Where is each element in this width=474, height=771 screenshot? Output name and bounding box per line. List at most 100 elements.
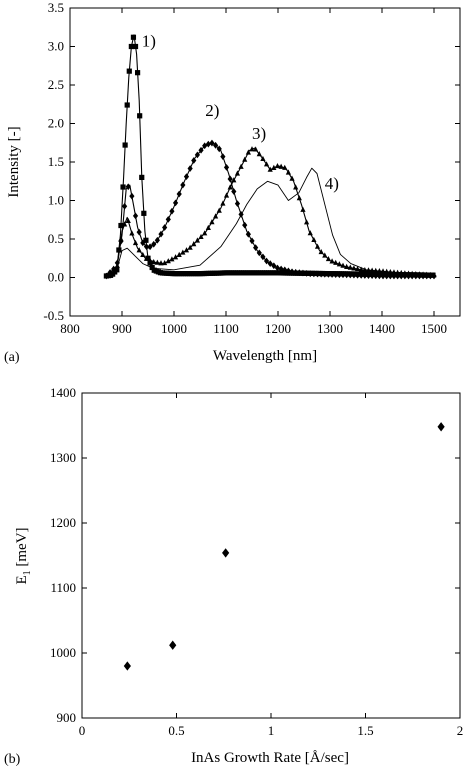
panel-b-y-axis-subscript: 1 <box>22 570 33 575</box>
series-2-marker <box>278 265 284 273</box>
series-1-marker <box>135 70 141 76</box>
series-3-marker <box>238 163 244 169</box>
panel-a-x-tick-label: 1400 <box>369 321 395 336</box>
series-2-marker <box>242 221 248 229</box>
series-3-marker <box>405 270 412 276</box>
panel-b-x-tick-label: 1.5 <box>357 723 373 738</box>
series-2-marker <box>143 243 150 251</box>
series-3-marker <box>274 162 281 169</box>
series-2-marker <box>132 212 139 220</box>
series-2-marker <box>122 202 128 210</box>
series-2-marker <box>183 173 190 181</box>
series-2-marker <box>380 272 386 280</box>
panel-b-x-tick-label: 0 <box>79 723 86 738</box>
series-2-marker <box>344 271 350 279</box>
panel-a-x-tick-label: 1300 <box>317 321 343 336</box>
series-2-marker <box>180 181 186 189</box>
panel-b-y-tick-label: 1000 <box>50 645 76 660</box>
series-2-marker <box>198 146 204 154</box>
series-3-marker <box>333 259 339 265</box>
series-2-marker <box>282 266 288 274</box>
series-3-marker <box>409 270 415 276</box>
panel-a-spectra-chart: 800 900 1000 1100 1200 1300 1400 1500 -0.5 0.0 0.5… <box>4 0 461 365</box>
series-2-marker <box>165 215 171 223</box>
series-3-marker <box>220 200 226 206</box>
series-3-marker <box>391 269 397 275</box>
panel-b-x-axis-title: InAs Growth Rate [Å/sec] <box>191 750 349 766</box>
series-1-label: 1) <box>142 32 156 51</box>
panel-a-y-tick-label: 0.0 <box>48 270 64 285</box>
series-3-marker <box>147 257 153 263</box>
series-3-marker <box>158 260 164 266</box>
series-3-marker <box>358 266 364 272</box>
series-3-marker <box>213 213 219 219</box>
series-2-marker <box>329 271 335 278</box>
series-3-marker <box>384 268 390 274</box>
series-2-marker <box>365 272 372 279</box>
series-3-marker <box>183 247 190 253</box>
series-2-marker <box>151 240 157 248</box>
series-3-marker <box>191 241 197 247</box>
panel-b-y-tick-label: 1400 <box>50 385 76 400</box>
series-2-marker <box>169 207 175 215</box>
series-2-marker <box>395 272 401 280</box>
series-3-marker <box>180 249 186 255</box>
series-1-marker <box>130 34 137 40</box>
panel-a-y-tick-label: 2.5 <box>48 77 64 92</box>
series-2-marker <box>300 269 306 277</box>
series-2-marker <box>154 236 160 244</box>
series-1-marker <box>145 255 151 261</box>
series-2-marker <box>274 264 281 272</box>
series-3-marker <box>278 163 284 169</box>
series-3-marker <box>304 219 310 225</box>
series-3-marker <box>209 219 215 225</box>
panel-a-x-tick-label: 1500 <box>421 321 447 336</box>
panel-a-curve-labels: 1) 2) 3) 4) <box>142 32 339 193</box>
series-1-marker <box>147 260 153 266</box>
series-3-marker <box>322 252 328 258</box>
series-1-marker <box>116 247 122 253</box>
series-2-marker <box>194 151 200 159</box>
series-3-marker <box>176 251 182 257</box>
panel-b-y-axis-units: [meV] <box>14 527 30 570</box>
panel-a-y-tick-label: 1.0 <box>48 193 64 208</box>
series-2-marker <box>253 244 259 252</box>
data-point <box>437 422 445 432</box>
series-2-marker <box>216 145 222 153</box>
series-2-marker <box>260 253 266 261</box>
panel-b-y-axis-symbol: E <box>14 575 30 584</box>
series-2-marker <box>347 271 353 279</box>
series-3-marker <box>231 177 237 183</box>
series-3-marker <box>187 244 193 250</box>
series-3-marker <box>169 256 175 262</box>
series-2-marker <box>213 141 219 149</box>
series-3-marker <box>347 264 353 270</box>
series-3-marker <box>325 255 332 262</box>
series-2-marker <box>358 271 364 279</box>
series-1-marker <box>128 43 134 50</box>
series-2-marker <box>245 230 251 238</box>
series-2-marker <box>187 165 193 172</box>
series-2-marker <box>289 268 295 276</box>
series-2-marker <box>191 157 197 164</box>
series-1-marker <box>124 102 130 108</box>
series-3-marker <box>256 151 262 157</box>
series-3-marker <box>140 251 146 257</box>
series-2-line <box>106 142 434 277</box>
series-2-marker <box>249 237 255 245</box>
series-3-marker <box>227 184 233 190</box>
series-2-marker <box>223 164 230 171</box>
series-3-marker <box>103 272 109 279</box>
panel-a-y-tick-label: -0.5 <box>43 308 64 323</box>
series-2-marker <box>391 272 397 280</box>
series-2-marker <box>376 272 382 280</box>
series-2-marker <box>136 228 142 236</box>
series-2-marker <box>267 260 273 268</box>
series-2-marker <box>322 270 328 278</box>
series-2-marker <box>129 192 135 200</box>
panel-a-y-tick-label: 3.0 <box>48 39 64 54</box>
series-2-marker <box>293 268 299 276</box>
series-2-marker <box>231 188 237 195</box>
panel-b-y-tick-label: 1100 <box>50 580 76 595</box>
series-4-label: 4) <box>325 174 339 193</box>
